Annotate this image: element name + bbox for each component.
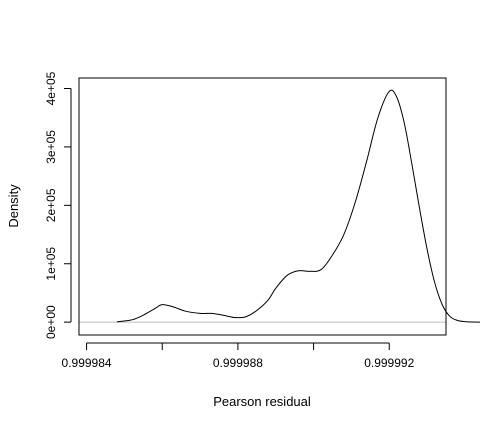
y-tick-label: 4e+05 [44, 71, 58, 105]
plot-box [79, 78, 446, 335]
y-axis-label: Density [6, 184, 21, 228]
y-tick-label: 3e+05 [44, 130, 58, 164]
curve-layer [117, 90, 480, 322]
x-axis-label: Pearson residual [213, 394, 311, 409]
x-tick-label: 0.999988 [213, 356, 263, 370]
y-tick-label: 0e+00 [44, 305, 58, 339]
density-curve [117, 90, 480, 322]
y-axis: 0e+00 1e+05 2e+05 3e+05 4e+05 [44, 71, 71, 339]
x-axis: 0.999984 0.999988 0.999992 [62, 343, 415, 370]
x-tick-label: 0.999984 [62, 356, 112, 370]
y-tick-label: 1e+05 [44, 247, 58, 281]
plot-frame [79, 78, 446, 335]
x-tick-label: 0.999992 [364, 356, 414, 370]
y-tick-label: 2e+05 [44, 188, 58, 222]
